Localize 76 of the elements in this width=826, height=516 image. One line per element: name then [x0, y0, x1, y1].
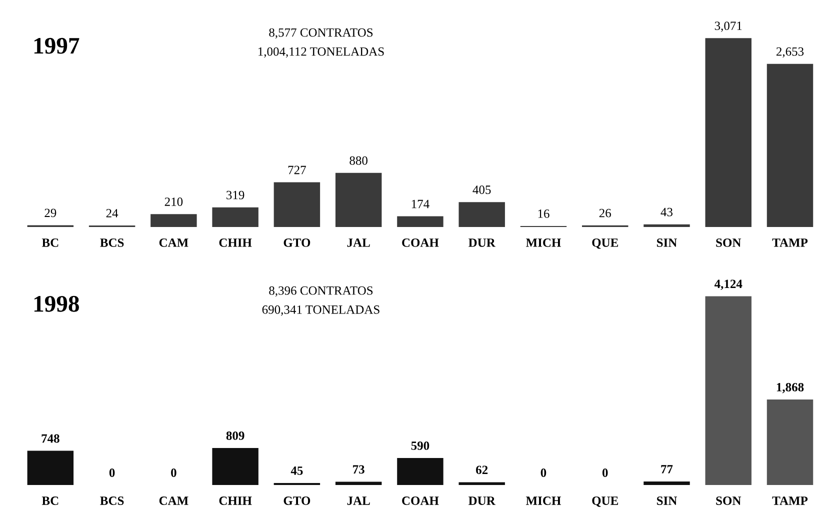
data-label: 319 [226, 190, 244, 200]
x-tick-label: CHIH [219, 496, 252, 505]
bar [644, 482, 690, 486]
x-tick-label: TAMP [772, 496, 808, 505]
data-label: 2,653 [776, 47, 804, 58]
data-label: 0 [171, 468, 176, 477]
bar [705, 296, 752, 486]
data-label: 24 [106, 209, 118, 218]
x-tick-label: TAMP [772, 238, 808, 247]
bar [397, 458, 444, 486]
bar [212, 448, 258, 486]
data-label: 1,868 [776, 382, 804, 394]
x-tick-label: GTO [284, 496, 310, 505]
x-tick-label: MICH [526, 238, 561, 247]
data-label: 210 [164, 198, 183, 206]
data-label: 880 [350, 156, 368, 165]
data-label: 727 [288, 166, 306, 174]
bar [397, 216, 444, 227]
bar [335, 482, 382, 486]
data-label: 3,071 [714, 22, 742, 32]
data-label: 0 [109, 468, 115, 477]
data-label: 26 [599, 208, 611, 218]
bar [644, 224, 690, 227]
bar [766, 64, 814, 227]
annotation: 690,341 TONELADAS [262, 305, 380, 316]
x-tick-label: CHIH [219, 238, 252, 247]
x-tick-label: BC [42, 496, 58, 505]
bar [458, 202, 505, 227]
x-tick-label: QUE [592, 496, 618, 507]
data-label: 45 [290, 466, 303, 475]
data-label: 43 [660, 208, 673, 216]
data-label: 590 [411, 441, 430, 450]
x-tick-label: GTO [284, 238, 310, 247]
data-label: 62 [476, 466, 488, 474]
x-tick-label: COAH [402, 238, 439, 247]
x-tick-label: QUE [592, 238, 618, 249]
bar [212, 207, 258, 227]
data-label: 174 [412, 200, 430, 208]
x-tick-label: MICH [526, 496, 561, 505]
bar [274, 482, 320, 486]
x-tick-label: CAM [159, 496, 188, 505]
annotation: 8,396 CONTRATOS [269, 286, 373, 297]
data-label: 73 [353, 465, 364, 474]
x-tick-label: DUR [468, 238, 496, 247]
x-tick-label: DUR [468, 496, 496, 505]
x-tick-label: SON [716, 496, 742, 505]
bar [458, 482, 505, 486]
x-tick-label: SIN [656, 238, 677, 247]
data-label: 809 [226, 431, 244, 440]
data-label: 4,124 [714, 280, 742, 290]
x-tick-label: CAM [159, 238, 188, 247]
annotation: 1,004,112 TONELADAS [258, 47, 384, 58]
bar [27, 450, 74, 486]
chart-title: 1997 [34, 38, 80, 54]
bar [766, 400, 814, 486]
data-label: 405 [472, 186, 491, 194]
bar [274, 182, 320, 227]
x-tick-label: BCS [100, 496, 124, 505]
x-tick-label: JAL [347, 496, 370, 505]
x-tick-label: JAL [347, 238, 370, 247]
data-label: 77 [661, 465, 673, 474]
bar [705, 38, 752, 227]
x-tick-label: BC [42, 238, 58, 247]
x-tick-label: COAH [402, 496, 439, 505]
bar [150, 214, 197, 227]
data-label: 748 [42, 434, 60, 443]
bar [335, 172, 382, 227]
data-label: 29 [44, 208, 56, 218]
x-tick-label: SON [716, 238, 742, 247]
data-label: 0 [602, 468, 608, 477]
data-label: 16 [538, 210, 550, 218]
x-tick-label: BCS [100, 238, 124, 247]
chart-title: 1998 [34, 296, 79, 312]
annotation: 8,577 CONTRATOS [269, 28, 373, 39]
x-tick-label: SIN [656, 496, 677, 505]
data-label: 0 [540, 468, 546, 477]
